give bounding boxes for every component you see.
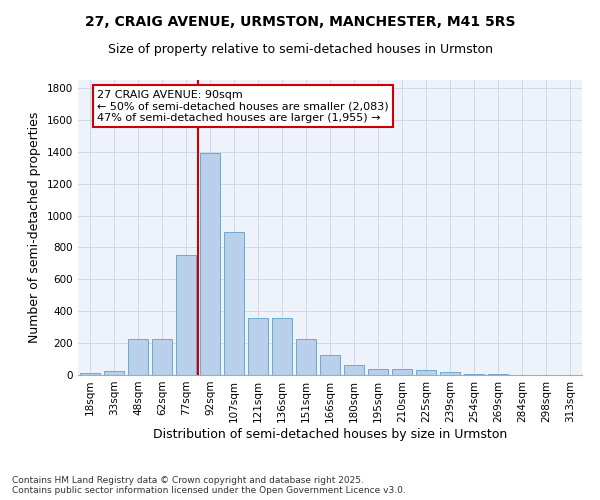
Bar <box>248 318 268 375</box>
Y-axis label: Number of semi-detached properties: Number of semi-detached properties <box>28 112 41 343</box>
Bar <box>488 374 508 375</box>
Text: Size of property relative to semi-detached houses in Urmston: Size of property relative to semi-detach… <box>107 42 493 56</box>
Bar <box>296 339 316 375</box>
Bar <box>176 256 196 375</box>
Bar <box>344 366 364 375</box>
Bar <box>152 339 172 375</box>
Bar <box>464 374 484 375</box>
Bar <box>392 370 412 375</box>
Bar <box>200 154 220 375</box>
Bar <box>104 372 124 375</box>
Bar <box>272 318 292 375</box>
Bar <box>368 370 388 375</box>
Bar <box>224 232 244 375</box>
Bar <box>416 370 436 375</box>
Bar <box>320 355 340 375</box>
Bar <box>80 374 100 375</box>
Text: 27 CRAIG AVENUE: 90sqm
← 50% of semi-detached houses are smaller (2,083)
47% of : 27 CRAIG AVENUE: 90sqm ← 50% of semi-det… <box>97 90 389 123</box>
Bar <box>128 339 148 375</box>
X-axis label: Distribution of semi-detached houses by size in Urmston: Distribution of semi-detached houses by … <box>153 428 507 440</box>
Text: Contains HM Land Registry data © Crown copyright and database right 2025.
Contai: Contains HM Land Registry data © Crown c… <box>12 476 406 495</box>
Bar <box>440 372 460 375</box>
Text: 27, CRAIG AVENUE, URMSTON, MANCHESTER, M41 5RS: 27, CRAIG AVENUE, URMSTON, MANCHESTER, M… <box>85 15 515 29</box>
